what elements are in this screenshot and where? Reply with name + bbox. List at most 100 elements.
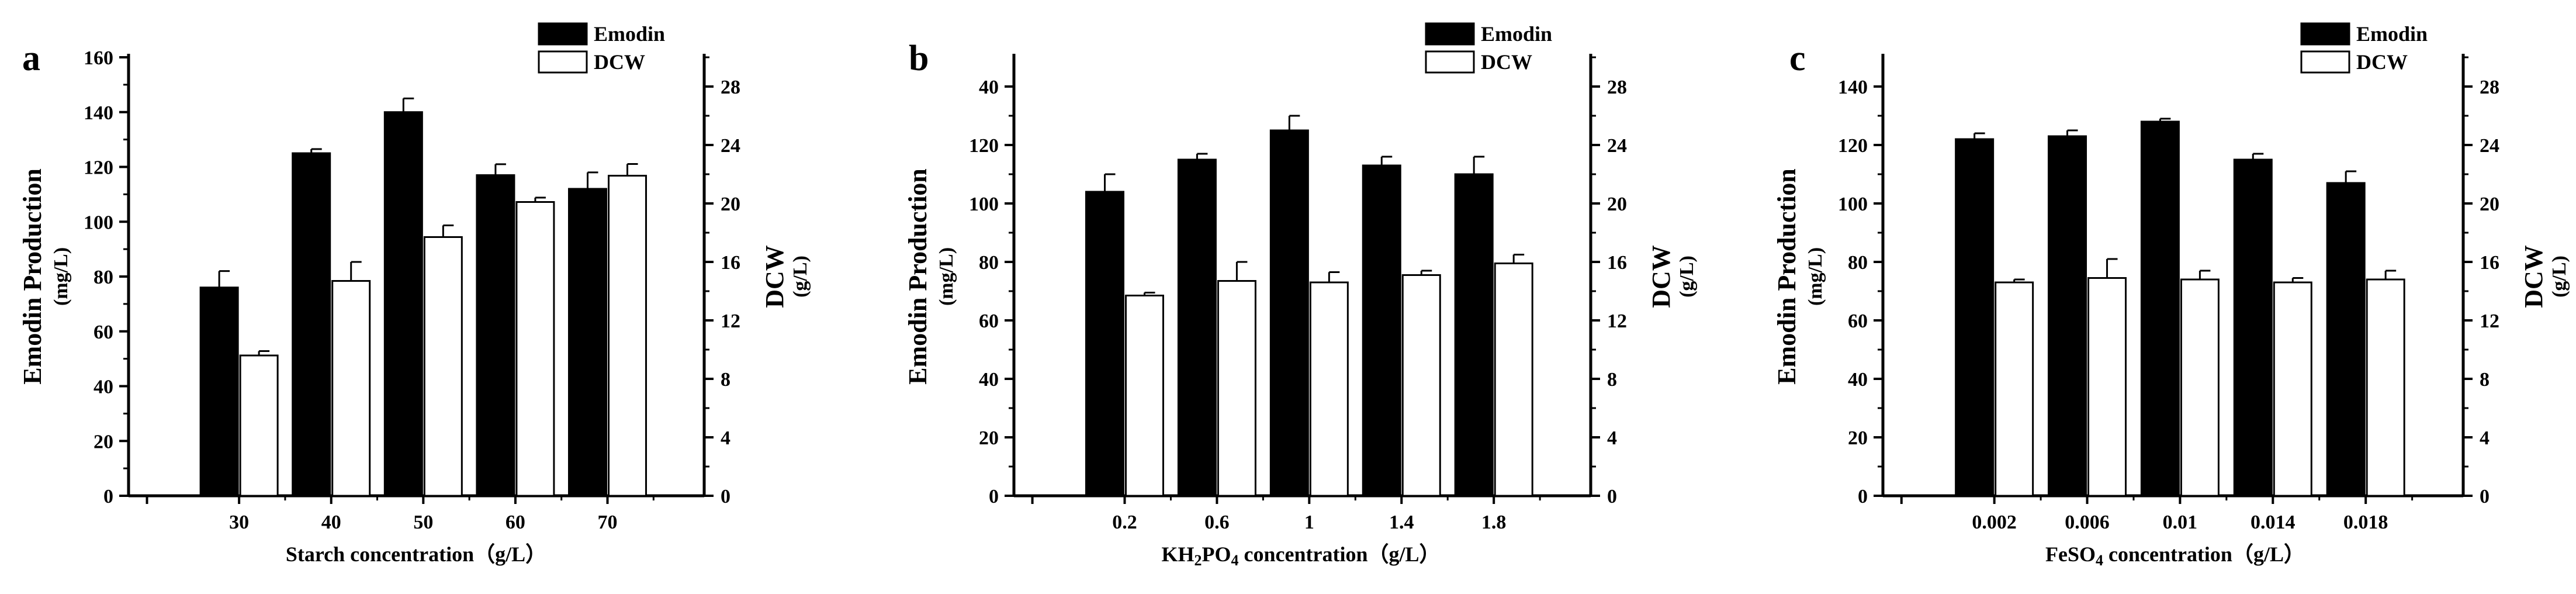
right-y-axis-label: DCW — [760, 245, 789, 308]
right-y-tick-label: 16 — [1607, 252, 1627, 274]
right-y-axis-unit: (g/L) — [790, 255, 811, 298]
right-y-tick-label: 12 — [1607, 310, 1627, 332]
left-y-tick-label: 60 — [94, 322, 113, 343]
right-y-tick-label: 28 — [1607, 77, 1627, 98]
x-tick-label: 0.014 — [2250, 512, 2295, 533]
left-y-tick-label: 80 — [1848, 252, 1868, 274]
bar-emodin — [476, 174, 515, 497]
bar-dcw — [1217, 280, 1256, 497]
left-y-axis-unit: (mg/L) — [1805, 247, 1826, 306]
x-axis-label: FeSO4 concentration（g/L） — [2045, 543, 2305, 569]
right-y-tick-label: 24 — [721, 135, 740, 157]
right-y-tick-label: 28 — [721, 77, 740, 98]
legend-label-emodin: Emodin — [594, 22, 665, 46]
right-y-axis-unit: (g/L) — [2549, 255, 2570, 298]
x-tick-label: 1.4 — [1389, 512, 1414, 533]
legend-label-emodin: Emodin — [1481, 22, 1552, 46]
x-axis-label-subscript: 4 — [1231, 552, 1239, 569]
left-y-tick-label: 40 — [979, 369, 999, 391]
x-tick-label: 0.01 — [2163, 512, 2198, 533]
legend-swatch-emodin — [538, 22, 588, 46]
x-tick-label: 50 — [413, 512, 433, 533]
legend: Emodin DCW — [538, 22, 665, 74]
bar-dcw — [1995, 281, 2034, 497]
bar-dcw — [2087, 277, 2127, 497]
x-tick-label: 0.018 — [2343, 512, 2388, 533]
left-y-axis-unit: (mg/L) — [936, 247, 957, 306]
panel-letter: c — [1789, 39, 1806, 78]
left-y-tick-label: 20 — [1848, 427, 1868, 449]
left-y-tick-label: 120 — [969, 135, 999, 157]
bar-emodin — [383, 111, 423, 497]
right-y-tick-label: 8 — [1607, 369, 1617, 391]
bar-dcw — [1494, 263, 1533, 497]
bar-dcw — [2366, 278, 2405, 497]
left-y-axis-unit: (mg/L) — [50, 247, 72, 306]
left-y-tick-label: 120 — [1838, 135, 1868, 157]
legend-label-emodin: Emodin — [2356, 22, 2428, 46]
bar-emodin — [1955, 138, 1995, 497]
left-y-tick-label: 40 — [979, 77, 999, 98]
left-y-tick-label: 0 — [989, 486, 999, 507]
x-tick-label: 30 — [229, 512, 249, 533]
x-tick-label: 0.002 — [1972, 512, 2017, 533]
right-y-tick-label: 4 — [2480, 427, 2490, 449]
right-y-tick-label: 24 — [2480, 135, 2499, 157]
bar-dcw — [515, 201, 555, 497]
left-y-tick-label: 100 — [1838, 194, 1868, 215]
bar-dcw — [1401, 274, 1441, 497]
bar-emodin — [199, 286, 239, 497]
legend-label-dcw: DCW — [2356, 50, 2408, 74]
left-y-axis-label: Emodin Production — [1772, 168, 1801, 385]
legend-swatch-dcw — [538, 50, 588, 74]
bar-dcw — [239, 354, 279, 497]
right-y-tick-label: 8 — [721, 369, 730, 391]
panel-letter: a — [22, 39, 40, 78]
x-axis-label-subscript: 4 — [2096, 552, 2103, 569]
panel-letter: b — [909, 39, 929, 78]
bar-dcw — [423, 236, 463, 497]
x-axis-label-part: FeSO — [2045, 543, 2096, 566]
right-y-axis-label: DCW — [1647, 245, 1675, 308]
left-y-tick-label: 80 — [979, 252, 999, 274]
x-tick-label: 70 — [598, 512, 618, 533]
bar-emodin — [1454, 173, 1494, 497]
right-y-tick-label: 4 — [1607, 427, 1617, 449]
x-axis-label: KH2PO4 concentration（g/L） — [1162, 543, 1441, 569]
left-y-tick-label: 140 — [84, 102, 113, 124]
x-axis-label-part: KH — [1162, 543, 1194, 566]
x-axis-label-subscript: 2 — [1194, 552, 1202, 569]
bar-emodin — [2326, 182, 2366, 497]
right-y-tick-label: 16 — [721, 252, 740, 274]
left-y-tick-label: 20 — [94, 431, 113, 453]
legend: Emodin DCW — [1425, 22, 1552, 74]
left-y-tick-label: 20 — [979, 427, 999, 449]
left-y-tick-label: 100 — [969, 194, 999, 215]
left-y-tick-label: 140 — [1838, 77, 1868, 98]
right-y-tick-label: 12 — [721, 310, 740, 332]
right-y-tick-label: 4 — [721, 427, 730, 449]
bar-emodin — [568, 188, 608, 497]
left-y-tick-label: 120 — [84, 157, 113, 179]
right-y-tick-label: 20 — [2480, 194, 2499, 215]
bar-dcw — [1125, 295, 1165, 497]
chart-panel-c: c 0 20 40 60 80 100 120 140 0 4 8 12 16 20 24 28 0.002 0.0… — [1772, 22, 2570, 569]
bar-emodin — [1085, 191, 1125, 497]
bar-dcw — [1309, 281, 1349, 497]
left-y-axis-label: Emodin Production — [903, 168, 932, 385]
right-y-tick-label: 24 — [1607, 135, 1627, 157]
bar-dcw — [2273, 281, 2312, 497]
right-y-tick-label: 0 — [2480, 486, 2490, 507]
x-tick-label: 0.006 — [2065, 512, 2110, 533]
left-y-tick-label: 160 — [84, 47, 113, 69]
right-y-tick-label: 0 — [1607, 486, 1617, 507]
legend-swatch-emodin — [2300, 22, 2350, 46]
right-y-tick-label: 16 — [2480, 252, 2499, 274]
left-y-tick-label: 60 — [1848, 310, 1868, 332]
chart-panel-a: a 0 20 40 60 80 100 120 140 160 0 4 8 12 16 20 24 28 30 40 5… — [18, 22, 811, 566]
bar-emodin — [1269, 129, 1309, 497]
bar-dcw — [331, 280, 371, 497]
bar-emodin — [292, 152, 331, 497]
